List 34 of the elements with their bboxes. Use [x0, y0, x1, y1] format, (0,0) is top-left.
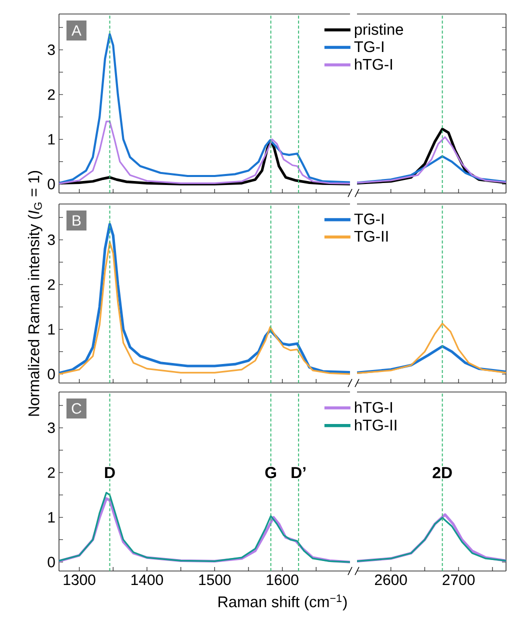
- x-tick-label: 1500: [199, 574, 231, 586]
- y-tick-label: 0: [48, 368, 55, 380]
- legend-label: hTG-I: [355, 58, 392, 70]
- y-tick-label: 3: [48, 422, 55, 434]
- legend-label: TG-I: [354, 214, 384, 224]
- y-tick-label: 3: [48, 234, 55, 246]
- y-axis-title: Normalized Raman intensity (I$_{G}$ = 1): [28, 170, 42, 416]
- legend-label: TG-I: [354, 41, 384, 52]
- y-tick-label: 2: [48, 279, 55, 290]
- legend-label: hTG-I: [355, 402, 392, 413]
- annotation: B: [72, 215, 81, 226]
- y-tick-label: 0: [48, 178, 55, 190]
- annotation: C: [72, 403, 82, 414]
- x-tick-label: 1400: [131, 574, 163, 586]
- x-tick-label: 2700: [442, 574, 475, 586]
- annotation: D’: [292, 467, 306, 478]
- legend-label: TG-II: [354, 230, 388, 242]
- y-tick-label: 2: [48, 89, 55, 100]
- y-tick-label: 0: [48, 556, 55, 568]
- x-axis-title: Raman shift (cm$^{−1}$): [218, 594, 347, 610]
- x-tick-label: 1600: [266, 574, 298, 586]
- annotation: A: [72, 25, 82, 36]
- annotation: G: [265, 466, 276, 478]
- y-tick-label: 1: [48, 324, 55, 334]
- y-tick-label: 2: [48, 467, 55, 478]
- annotation: 2D: [432, 466, 452, 478]
- legend-label: hTG-II: [355, 419, 396, 431]
- legend-label: pristine: [354, 24, 404, 38]
- y-tick-label: 3: [48, 44, 55, 56]
- annotation: D: [105, 467, 115, 478]
- y-tick-label: 1: [48, 512, 55, 522]
- x-tick-label: 2600: [374, 574, 407, 586]
- x-tick-label: 1300: [64, 574, 96, 586]
- y-tick-label: 1: [48, 134, 55, 144]
